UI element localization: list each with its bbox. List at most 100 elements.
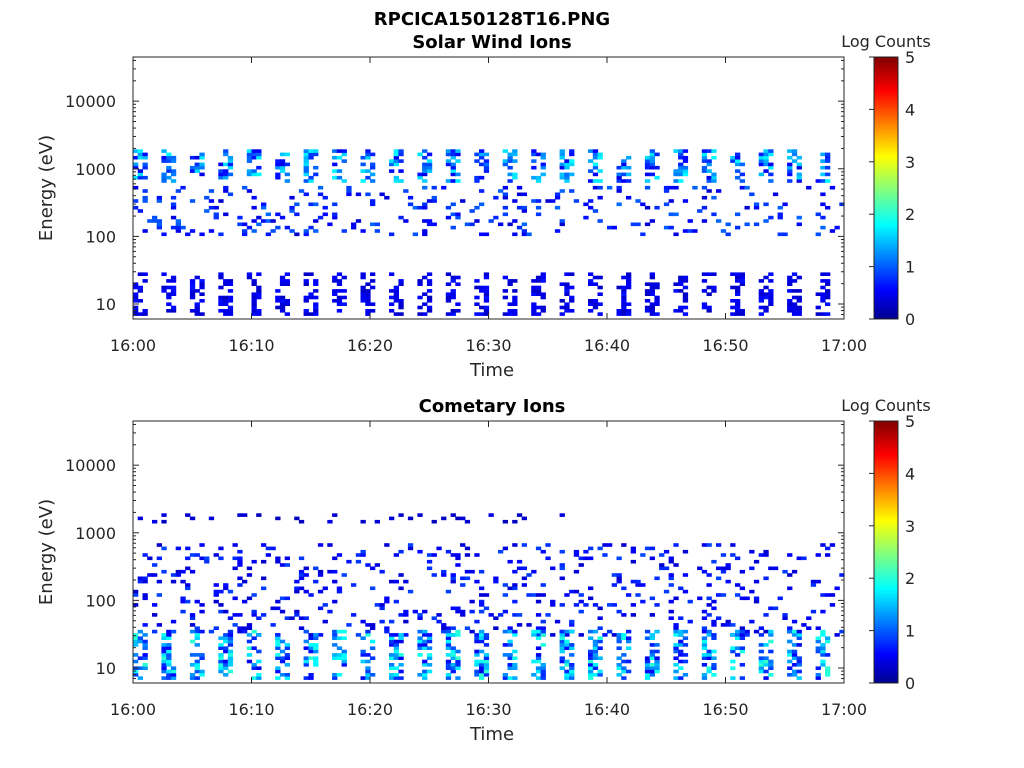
spectrogram-cell [156, 225, 162, 230]
spectrogram-cell [256, 272, 262, 276]
spectrogram-cell [398, 299, 404, 303]
colorbar-tick-label: 0 [905, 674, 915, 693]
spectrogram-cell [474, 159, 480, 163]
spectrogram-cell [284, 299, 290, 303]
spectrogram-cell [289, 205, 295, 210]
spectrogram-cell [218, 636, 224, 640]
spectrogram-cell [223, 185, 229, 190]
spectrogram-cell [223, 299, 229, 303]
spectrogram-cell [616, 179, 622, 183]
spectrogram-cell [815, 312, 821, 316]
spectrogram-cell [450, 275, 456, 280]
spectrogram-cell [223, 295, 229, 300]
spectrogram-cell [417, 653, 423, 657]
spectrogram-cell [189, 295, 196, 300]
spectrogram-cell [521, 576, 527, 581]
spectrogram-cell [682, 636, 689, 640]
spectrogram-cell [389, 309, 395, 313]
spectrogram-cell [507, 629, 513, 634]
spectrogram-cell [445, 215, 452, 220]
spectrogram-cell [616, 656, 622, 660]
spectrogram-cell [227, 643, 234, 647]
spectrogram-cell [218, 659, 224, 664]
spectrogram-cell [626, 309, 632, 313]
spectrogram-cell [422, 633, 428, 637]
spectrogram-cell [133, 603, 139, 607]
spectrogram-cell [365, 629, 371, 634]
spectrogram-cell [545, 556, 551, 561]
spectrogram-cell [796, 305, 802, 310]
spectrogram-cell [474, 152, 480, 157]
spectrogram-cell [810, 609, 817, 614]
spectrogram-cell [512, 586, 518, 591]
spectrogram-cell [227, 649, 234, 654]
spectrogram-cell [170, 195, 177, 200]
spectrogram-cell [445, 673, 452, 677]
spectrogram-cell [455, 666, 461, 670]
spectrogram-cell [218, 609, 224, 614]
spectrogram-cell [701, 569, 708, 574]
spectrogram-cell [521, 516, 527, 521]
spectrogram-cell [559, 152, 565, 157]
spectrogram-cell [697, 566, 703, 571]
spectrogram-cell [820, 312, 826, 316]
spectrogram-cell [360, 169, 366, 173]
spectrogram-cell [227, 633, 234, 637]
spectrogram-cell [673, 289, 679, 293]
spectrogram-cell [735, 272, 741, 276]
spectrogram-cell [616, 579, 622, 584]
spectrogram-cell [815, 649, 821, 654]
spectrogram-cell [706, 175, 712, 180]
spectrogram-cell [313, 309, 319, 313]
spectrogram-cell [678, 586, 684, 591]
spectrogram-cell [626, 195, 632, 200]
spectrogram-cell [346, 559, 352, 564]
spectrogram-cell [768, 292, 774, 296]
spectrogram-cell [479, 202, 485, 207]
spectrogram-cell [218, 172, 224, 177]
spectrogram-cell [303, 162, 309, 167]
spectrogram-cell [161, 669, 167, 674]
spectrogram-cell [346, 185, 352, 190]
spectrogram-cell [479, 649, 485, 654]
spectrogram-cell [422, 639, 428, 644]
cometary-colorbar-label: Log Counts [841, 396, 931, 415]
spectrogram-cell [777, 232, 783, 237]
spectrogram-cell [763, 656, 769, 660]
colorbar-tick-label: 5 [905, 48, 915, 67]
spectrogram-cell [711, 656, 717, 660]
spectrogram-cell [630, 603, 636, 607]
spectrogram-cell [275, 606, 281, 611]
spectrogram-cell [535, 312, 542, 316]
spectrogram-cell [246, 172, 253, 177]
spectrogram-cell [417, 295, 423, 300]
spectrogram-cell [597, 302, 603, 306]
spectrogram-cell [341, 636, 347, 640]
spectrogram-cell [730, 299, 736, 303]
spectrogram-cell [663, 185, 670, 190]
spectrogram-cell [592, 629, 599, 634]
spectrogram-cell [559, 165, 565, 170]
spectrogram-cell [218, 589, 224, 594]
spectrogram-cell [246, 626, 253, 630]
spectrogram-cell [763, 576, 769, 581]
spectrogram-cell [275, 299, 281, 303]
spectrogram-cell [720, 553, 727, 557]
spectrogram-cell [502, 289, 508, 293]
x-tick-label: 16:30 [465, 336, 511, 355]
spectrogram-cell [697, 596, 703, 601]
spectrogram-cell [588, 169, 594, 173]
spectrogram-cell [782, 613, 788, 617]
spectrogram-cell [479, 149, 485, 153]
spectrogram-cell [422, 663, 428, 667]
spectrogram-cell [616, 673, 622, 677]
spectrogram-cell [711, 179, 717, 183]
spectrogram-cell [389, 653, 395, 657]
spectrogram-cell [479, 659, 485, 664]
spectrogram-cell [161, 656, 167, 660]
cometary-panel: Cometary Ions 16:00 16:10 16:20 16:30 16:40 1… [36, 396, 931, 745]
spectrogram-cell [502, 185, 508, 190]
spectrogram-cell [616, 309, 622, 313]
spectrogram-cell [540, 666, 546, 670]
spectrogram-cell [483, 312, 490, 316]
